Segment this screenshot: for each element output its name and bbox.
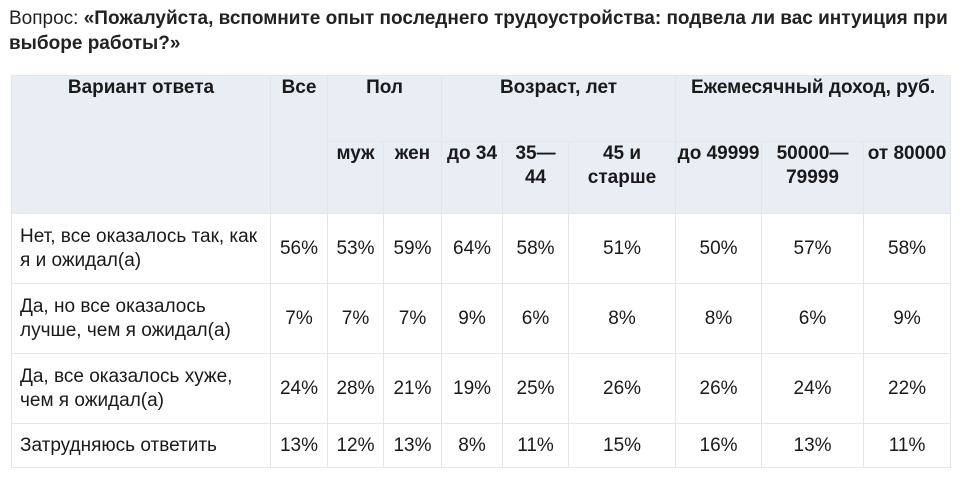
table-cell: 22% bbox=[863, 353, 952, 424]
subheader-income-low: до 49999 bbox=[675, 141, 763, 214]
row-label: Да, но все оказалось лучше, чем я ожидал… bbox=[11, 283, 271, 354]
table-cell: 13% bbox=[270, 423, 328, 468]
header-answer: Вариант ответа bbox=[11, 75, 271, 214]
table-cell: 12% bbox=[327, 423, 384, 468]
question-text: «Пожалуйста, вспомните опыт последнего т… bbox=[9, 8, 948, 54]
subheader-age-45-plus: 45 и старше bbox=[568, 141, 677, 214]
row-label: Затрудняюсь ответить bbox=[11, 423, 271, 468]
table-cell: 13% bbox=[382, 423, 443, 468]
table-cell: 6% bbox=[502, 283, 570, 354]
table-cell: 21% bbox=[382, 353, 443, 424]
table-cell: 7% bbox=[270, 283, 328, 354]
subheader-female: жен bbox=[382, 141, 443, 214]
table-cell: 59% bbox=[382, 213, 443, 284]
subheader-age-under-34: до 34 bbox=[441, 141, 504, 214]
table-cell: 8% bbox=[441, 423, 504, 468]
header-income: Ежемесячный доход, руб. bbox=[675, 75, 952, 142]
table-cell: 64% bbox=[441, 213, 504, 284]
table-cell: 9% bbox=[441, 283, 504, 354]
table-cell: 58% bbox=[502, 213, 570, 284]
table-cell: 50% bbox=[675, 213, 763, 284]
table-cell: 58% bbox=[863, 213, 952, 284]
table-cell: 15% bbox=[568, 423, 677, 468]
header-all: Все bbox=[270, 75, 328, 214]
table-cell: 8% bbox=[675, 283, 763, 354]
question-label: Вопрос: bbox=[9, 8, 84, 29]
table-cell: 11% bbox=[502, 423, 570, 468]
table-cell: 7% bbox=[327, 283, 384, 354]
table-cell: 28% bbox=[327, 353, 384, 424]
table-cell: 16% bbox=[675, 423, 763, 468]
table-cell: 56% bbox=[270, 213, 328, 284]
survey-results-table: Вариант ответа Все Пол Возраст, лет Ежем… bbox=[11, 75, 952, 468]
table-cell: 7% bbox=[382, 283, 443, 354]
subheader-income-mid: 50000— 79999 bbox=[761, 141, 865, 214]
row-label: Да, все оказалось хуже, чем я ожидал(а) bbox=[11, 353, 271, 424]
table-cell: 26% bbox=[675, 353, 763, 424]
subheader-income-high: от 80000 bbox=[863, 141, 952, 214]
table-row: Затрудняюсь ответить 13% 12% 13% 8% 11% … bbox=[11, 423, 952, 468]
table-cell: 57% bbox=[761, 213, 865, 284]
table-cell: 11% bbox=[863, 423, 952, 468]
table-cell: 19% bbox=[441, 353, 504, 424]
table-cell: 26% bbox=[568, 353, 677, 424]
subheader-age-35-44: 35— 44 bbox=[502, 141, 570, 214]
row-label: Нет, все оказалось так, как я и ожидал(а… bbox=[11, 213, 271, 284]
table-cell: 24% bbox=[761, 353, 865, 424]
subheader-male: муж bbox=[327, 141, 384, 214]
header-age: Возраст, лет bbox=[441, 75, 677, 142]
table-row: Да, все оказалось хуже, чем я ожидал(а) … bbox=[11, 353, 952, 424]
table-cell: 6% bbox=[761, 283, 865, 354]
question-heading: Вопрос: «Пожалуйста, вспомните опыт посл… bbox=[9, 6, 949, 56]
table-cell: 25% bbox=[502, 353, 570, 424]
table-cell: 8% bbox=[568, 283, 677, 354]
table-cell: 51% bbox=[568, 213, 677, 284]
header-gender: Пол bbox=[326, 75, 443, 142]
table-cell: 9% bbox=[863, 283, 952, 354]
table-row: Да, но все оказалось лучше, чем я ожидал… bbox=[11, 283, 952, 354]
table-cell: 24% bbox=[270, 353, 328, 424]
table-cell: 53% bbox=[327, 213, 384, 284]
table-cell: 13% bbox=[761, 423, 865, 468]
table-row: Нет, все оказалось так, как я и ожидал(а… bbox=[11, 213, 952, 284]
